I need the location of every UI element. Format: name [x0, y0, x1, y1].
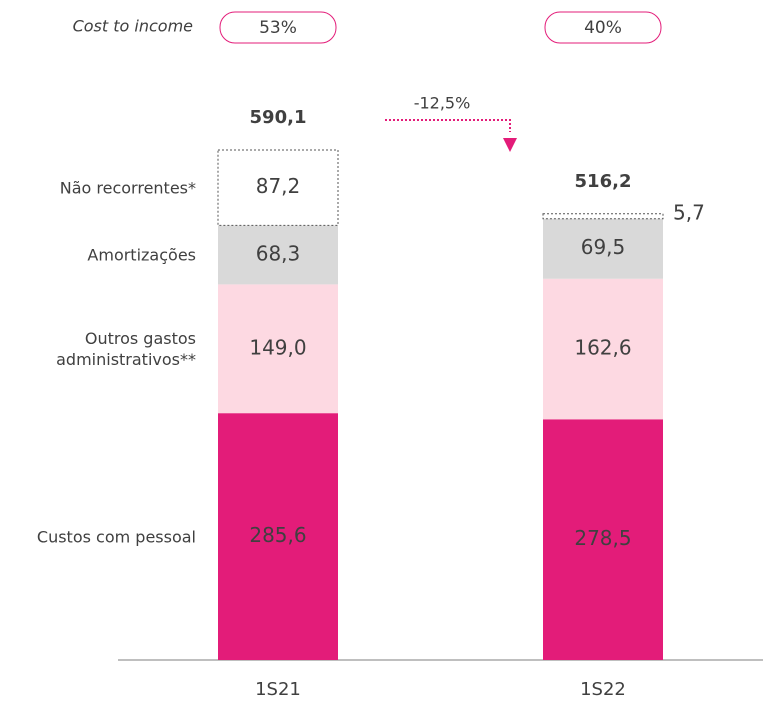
series-label: Amortizações [87, 245, 196, 265]
value-label: 69,5 [581, 235, 626, 259]
bar-segment [543, 419, 663, 660]
value-label: 87,2 [256, 174, 301, 198]
x-tick-label: 1S21 [255, 679, 301, 700]
bar-segment [543, 278, 663, 420]
bar-segment [543, 218, 663, 279]
value-label: 162,6 [574, 336, 631, 360]
bar-segment [218, 225, 338, 285]
value-label: 285,6 [249, 523, 306, 547]
bar-segment [542, 213, 664, 220]
series-label: Outros gastos administrativos** [56, 328, 196, 369]
value-label: 5,7 [673, 200, 705, 224]
change-label: -12,5% [414, 94, 471, 113]
change-arrow-head [503, 138, 517, 152]
cost-to-income-value: 53% [259, 18, 297, 38]
bar-segment [218, 413, 338, 660]
series-label: Não recorrentes* [59, 178, 196, 198]
series-label: Custos com pessoal [36, 527, 196, 547]
cost-to-income-value: 40% [584, 18, 622, 38]
bar-segment [217, 149, 339, 226]
cost-to-income-label: Cost to income [73, 17, 194, 36]
total-label: 516,2 [575, 171, 632, 192]
cost-to-income-pill [544, 11, 662, 44]
value-label: 278,5 [574, 526, 631, 550]
x-tick-label: 1S22 [580, 679, 626, 700]
change-arrow [385, 119, 511, 132]
total-label: 590,1 [250, 107, 307, 128]
cost-to-income-pill [219, 11, 337, 44]
value-label: 68,3 [256, 241, 301, 265]
value-label: 149,0 [249, 335, 306, 359]
bar-segment [218, 284, 338, 414]
